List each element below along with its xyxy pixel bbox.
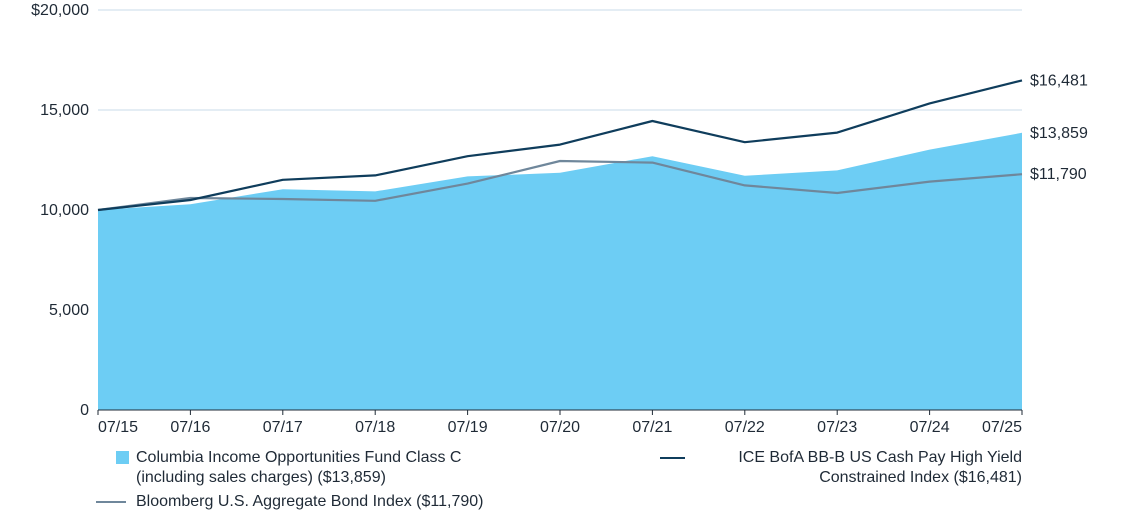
x-tick-label: 07/23 xyxy=(817,419,857,436)
legend-fund-label: Columbia Income Opportunities Fund Class… xyxy=(136,449,462,486)
x-tick-label: 07/15 xyxy=(98,419,138,436)
y-tick-label: 10,000 xyxy=(40,202,89,219)
y-tick-label: 15,000 xyxy=(40,102,89,119)
y-tick-label: 5,000 xyxy=(49,302,89,319)
fund-area xyxy=(98,132,1022,411)
x-tick-label: 07/24 xyxy=(910,419,950,436)
legend-aggregate-index: Bloomberg U.S. Aggregate Bond Index ($11… xyxy=(96,492,483,512)
end-value-label: $16,481 xyxy=(1030,72,1088,89)
end-value-labels: $13,859 $16,481 $11,790 xyxy=(1030,72,1088,183)
x-tick-label: 07/20 xyxy=(540,419,580,436)
x-tick-label: 07/25 xyxy=(982,419,1022,436)
legend-aggregate-label: Bloomberg U.S. Aggregate Bond Index ($11… xyxy=(136,493,484,510)
x-tick-label: 07/17 xyxy=(263,419,303,436)
legend-fund-swatch xyxy=(116,451,129,464)
y-tick-label: $20,000 xyxy=(31,2,89,19)
x-tick-label: 07/21 xyxy=(632,419,672,436)
aggregate-index-line xyxy=(97,159,1023,212)
legend-high-yield-index: ICE BofA BB-B US Cash Pay High Yield Con… xyxy=(660,448,1022,488)
x-tick-label: 07/19 xyxy=(448,419,488,436)
legend-high-yield-label: ICE BofA BB-B US Cash Pay High Yield Con… xyxy=(738,449,1022,486)
plot-area xyxy=(97,79,1023,411)
x-tick-label: 07/16 xyxy=(170,419,210,436)
y-axis-ticks: 0 5,000 10,000 15,000 $20,000 xyxy=(31,2,89,419)
x-axis-ticks: 07/15 07/16 07/17 07/18 07/19 07/20 07/21 07/22… xyxy=(97,410,1023,436)
high-yield-index-line xyxy=(97,79,1023,212)
legend-aggregate-swatch xyxy=(96,501,126,503)
legend-high-yield-swatch xyxy=(660,457,685,459)
end-value-label: $11,790 xyxy=(1030,166,1087,183)
end-value-label: $13,859 xyxy=(1030,125,1088,142)
x-tick-label: 07/22 xyxy=(725,419,765,436)
y-tick-label: 0 xyxy=(80,402,89,419)
x-tick-label: 07/18 xyxy=(355,419,395,436)
legend-fund: Columbia Income Opportunities Fund Class… xyxy=(116,448,461,488)
